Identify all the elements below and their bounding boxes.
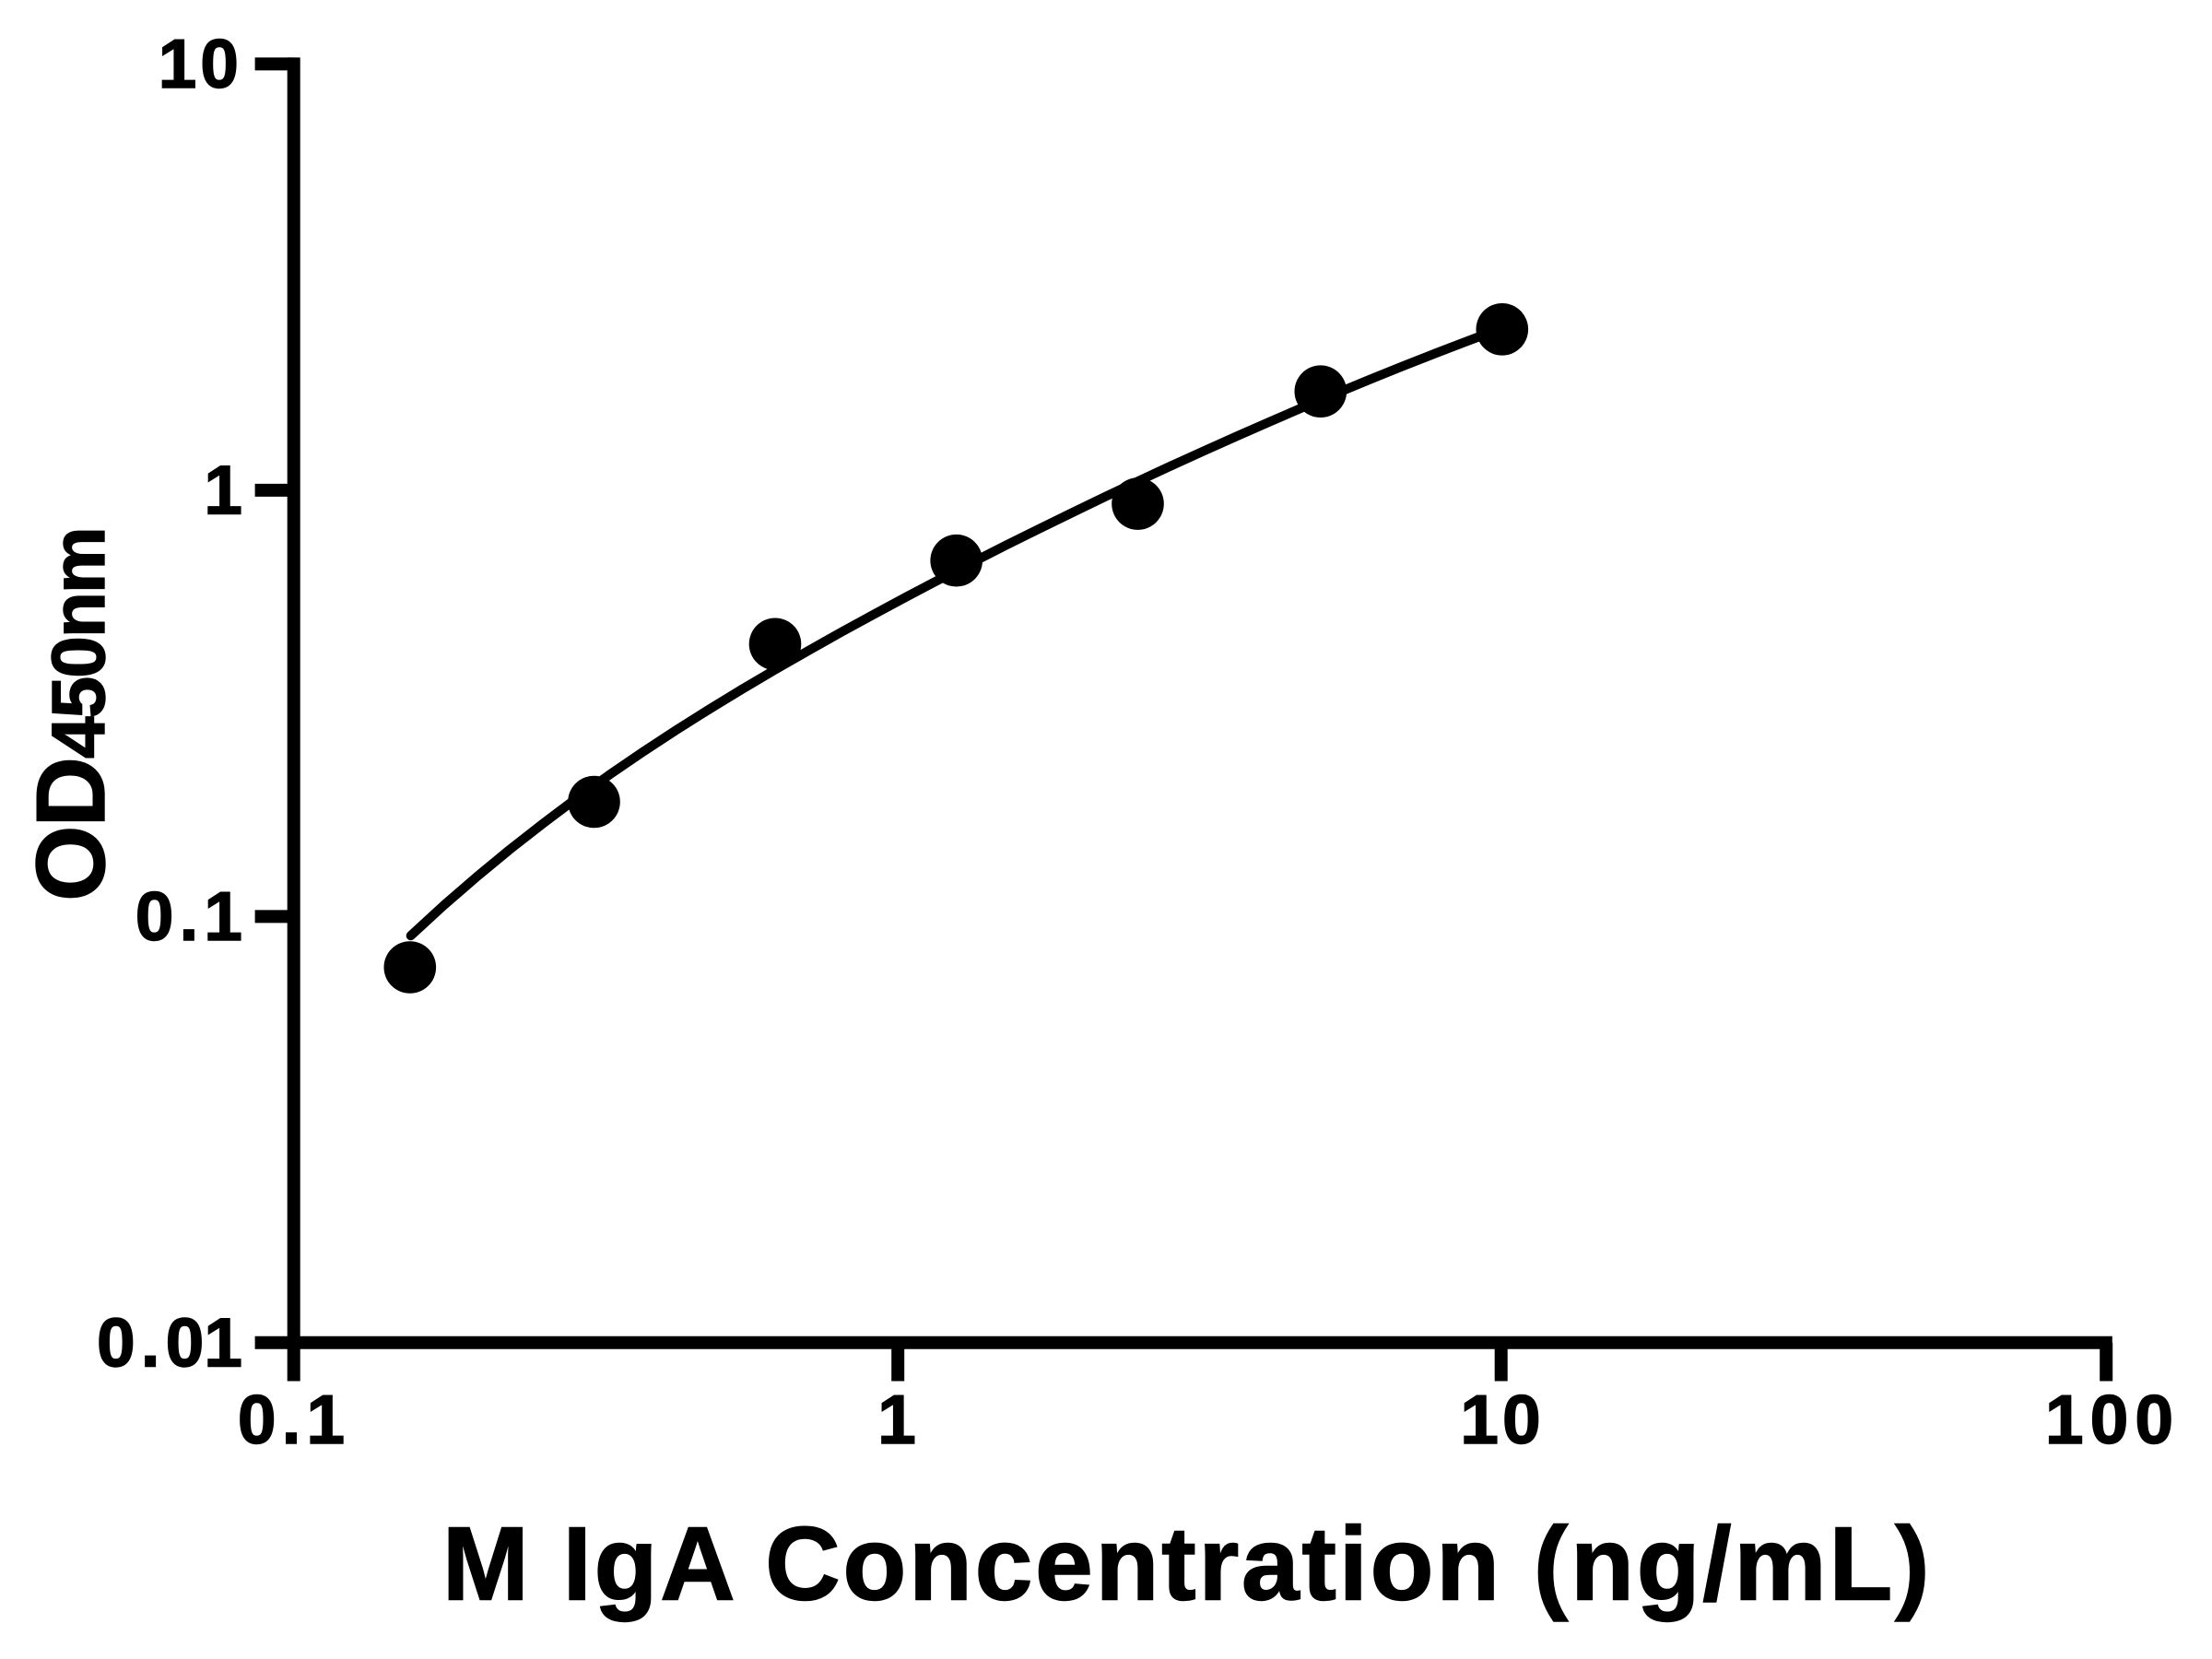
svg-text:1: 1	[877, 1381, 916, 1458]
svg-text:10: 10	[1460, 1381, 1544, 1458]
svg-text:0.01: 0.01	[97, 1304, 242, 1382]
svg-text:OD450nm: OD450nm	[17, 528, 125, 901]
svg-text:0.1: 0.1	[135, 877, 242, 955]
svg-text:10: 10	[159, 25, 242, 102]
svg-text:0.1: 0.1	[238, 1381, 345, 1458]
svg-text:1: 1	[204, 452, 242, 529]
svg-text:M IgA Concentration (ng/mL): M IgA Concentration (ng/mL)	[442, 1506, 1932, 1622]
svg-text:100: 100	[2045, 1381, 2180, 1458]
